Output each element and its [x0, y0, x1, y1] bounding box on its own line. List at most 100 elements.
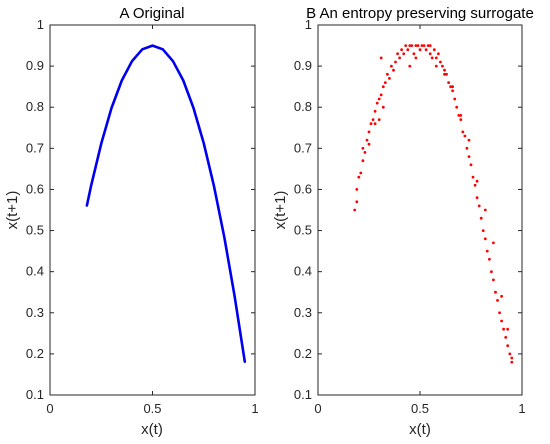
panel-a-axes-box [49, 24, 256, 396]
panel-b-ytick-label: 0.2 [294, 346, 312, 361]
panel-b-data-point [408, 44, 412, 47]
panel-a-xtick-label: 0.5 [143, 401, 161, 416]
panel-b-data-point [492, 278, 495, 282]
panel-b-data-point [500, 294, 503, 298]
panel-b-data-point [416, 44, 420, 47]
panel-b-data-point [392, 68, 395, 72]
panel-b-data-point [410, 44, 414, 47]
panel-b-data-point [510, 356, 514, 360]
panel-b-data-point [502, 327, 505, 331]
panel-b-data-point [492, 241, 495, 245]
panel-b-data-point [422, 44, 426, 47]
panel-b-data-point [441, 64, 444, 68]
panel-a-ytick-label: 0.2 [26, 346, 44, 361]
panel-b-xlabel: x(t) [409, 421, 431, 438]
panel-b-data-point [428, 44, 432, 47]
panel-b-data-point [510, 360, 514, 364]
panel-b-data-point [479, 216, 483, 220]
panel-b-data-point [428, 52, 432, 56]
panel-b-data-point [359, 171, 363, 175]
panel-a-ytick-label: 0.4 [26, 264, 44, 279]
panel-b-data-point [506, 344, 510, 348]
panel-b-data-point [459, 114, 463, 117]
panel-b-data-point [418, 48, 422, 52]
panel-b-data-point [485, 249, 489, 253]
panel-b-data-point [475, 196, 479, 200]
panel-b-data-point [390, 64, 393, 68]
panel-b-data-point [434, 64, 438, 68]
panel-b-data-point [400, 48, 403, 52]
panel-b-data-point [375, 101, 379, 105]
panel-b-data-point [386, 72, 389, 76]
panel-b-ytick-label: 0.4 [294, 264, 312, 279]
panel-b-ytick-label: 0.9 [294, 58, 312, 73]
panel-b-data-point [475, 179, 479, 183]
panel-b-data-point [463, 134, 467, 138]
panel-b-data-point [471, 175, 475, 179]
panel-b-marks [353, 44, 514, 364]
panel-b-xtick-label: 0 [314, 401, 321, 416]
panel-b-data-point [449, 85, 452, 89]
panel-b-data-point [379, 56, 383, 60]
panel-b-data-point [500, 319, 503, 323]
panel-b-axes-box [317, 24, 523, 396]
panel-b-data-point [377, 97, 381, 101]
panel-a-xtick-label: 0 [46, 401, 53, 416]
panel-b-data-point [396, 52, 399, 56]
panel-a-ytick-label: 1 [37, 17, 44, 32]
panel-b-data-point [465, 146, 469, 150]
panel-b-data-point [443, 68, 446, 72]
panel-b-ytick-label: 0.8 [294, 99, 312, 114]
panel-b-data-point [496, 299, 499, 302]
panel-b-data-point [383, 81, 387, 84]
panel-b-title: B An entropy preserving surrogate [306, 5, 534, 22]
panel-b-data-point [451, 89, 454, 93]
panel-b-data-point [398, 56, 401, 60]
panel-b-data-point [361, 146, 365, 150]
panel-b-data-point [481, 229, 485, 233]
panel-b-data-point [439, 60, 442, 64]
panel-b-ytick-label: 1 [305, 17, 312, 32]
panel-b-data-point [406, 48, 410, 52]
panel-b-data-point [404, 44, 408, 47]
panel-b-ytick-label: 0.7 [294, 140, 312, 155]
panel-a-ylabel: x(t+1) [4, 191, 21, 230]
panel-b-data-point [457, 114, 461, 117]
panel-a-ytick-label: 0.3 [26, 305, 44, 320]
panel-b-data-point [355, 200, 359, 204]
panel-a-ytick-label: 0.1 [26, 387, 44, 402]
panel-b-data-point [379, 93, 383, 97]
panel-a-ytick-label: 0.9 [26, 58, 44, 73]
panel-b-ytick-label: 0.5 [294, 223, 312, 238]
panel-b-data-point [408, 64, 412, 68]
panel-b-data-point [355, 188, 359, 191]
panel-b-data-point [377, 118, 381, 121]
panel-a-marks [85, 44, 247, 364]
panel-b: 0 0.5 1 0.1 0.2 0.3 0.4 0.5 0.6 0.7 0.8 0.9 1 B An e… [272, 5, 534, 438]
panel-b-data-point [498, 311, 501, 315]
panel-a-ytick-label: 0.6 [26, 181, 44, 196]
panel-b-data-point [508, 352, 512, 356]
panel-b-data-point [504, 336, 508, 339]
panel-b-data-point [357, 175, 361, 179]
panel-b-data-point [447, 81, 450, 84]
panel-a: 0 0.5 1 0.1 0.2 0.3 0.4 0.5 0.6 0.7 0.8 0.9 1 A Orig… [4, 5, 259, 438]
panel-b-data-point [488, 257, 491, 261]
panel-b-data-point [483, 237, 487, 241]
panel-b-data-point [371, 118, 375, 121]
panel-b-data-point [369, 122, 373, 126]
panel-b-data-point [367, 130, 371, 134]
panel-b-data-point [381, 105, 385, 109]
panel-a-ytick-label: 0.8 [26, 99, 44, 114]
panel-b-data-point [445, 72, 448, 76]
panel-b-xtick-label: 0.5 [411, 401, 429, 416]
panel-b-data-point [434, 56, 438, 60]
panel-b-data-point [402, 52, 406, 56]
panel-b-ticks: 0 0.5 1 0.1 0.2 0.3 0.4 0.5 0.6 0.7 0.8 0.9 1 [294, 17, 526, 416]
panel-b-xtick-label: 1 [518, 401, 525, 416]
panel-b-data-point [426, 44, 430, 47]
panel-b-ytick-label: 0.1 [294, 387, 312, 402]
panel-b-data-point [459, 118, 463, 121]
panel-b-data-point [437, 52, 440, 56]
